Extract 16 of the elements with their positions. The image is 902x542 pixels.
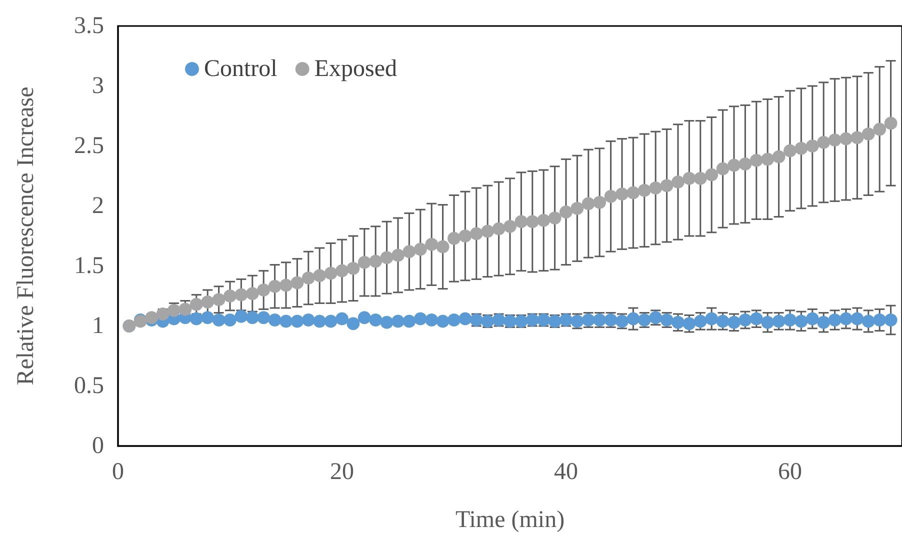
- y-tick-label: 3: [92, 73, 104, 99]
- legend-label: Control: [204, 56, 278, 82]
- x-tick-label: 20: [330, 459, 354, 485]
- y-axis-title: Relative Fluorescence Increase: [13, 86, 39, 386]
- y-tick-label: 3.5: [74, 13, 104, 39]
- y-tick-label: 2.5: [74, 133, 104, 159]
- y-tick-label: 2: [92, 193, 104, 219]
- y-tick-label: 0: [92, 433, 104, 459]
- y-tick-label: 1.5: [74, 253, 104, 279]
- x-tick-label: 60: [778, 459, 802, 485]
- y-tick-label: 1: [92, 313, 104, 339]
- x-tick-label: 40: [554, 459, 578, 485]
- x-tick-label: 0: [112, 459, 124, 485]
- x-axis-title: Time (min): [455, 507, 565, 533]
- y-tick-label: 0.5: [74, 373, 104, 399]
- legend-label: Exposed: [314, 56, 397, 82]
